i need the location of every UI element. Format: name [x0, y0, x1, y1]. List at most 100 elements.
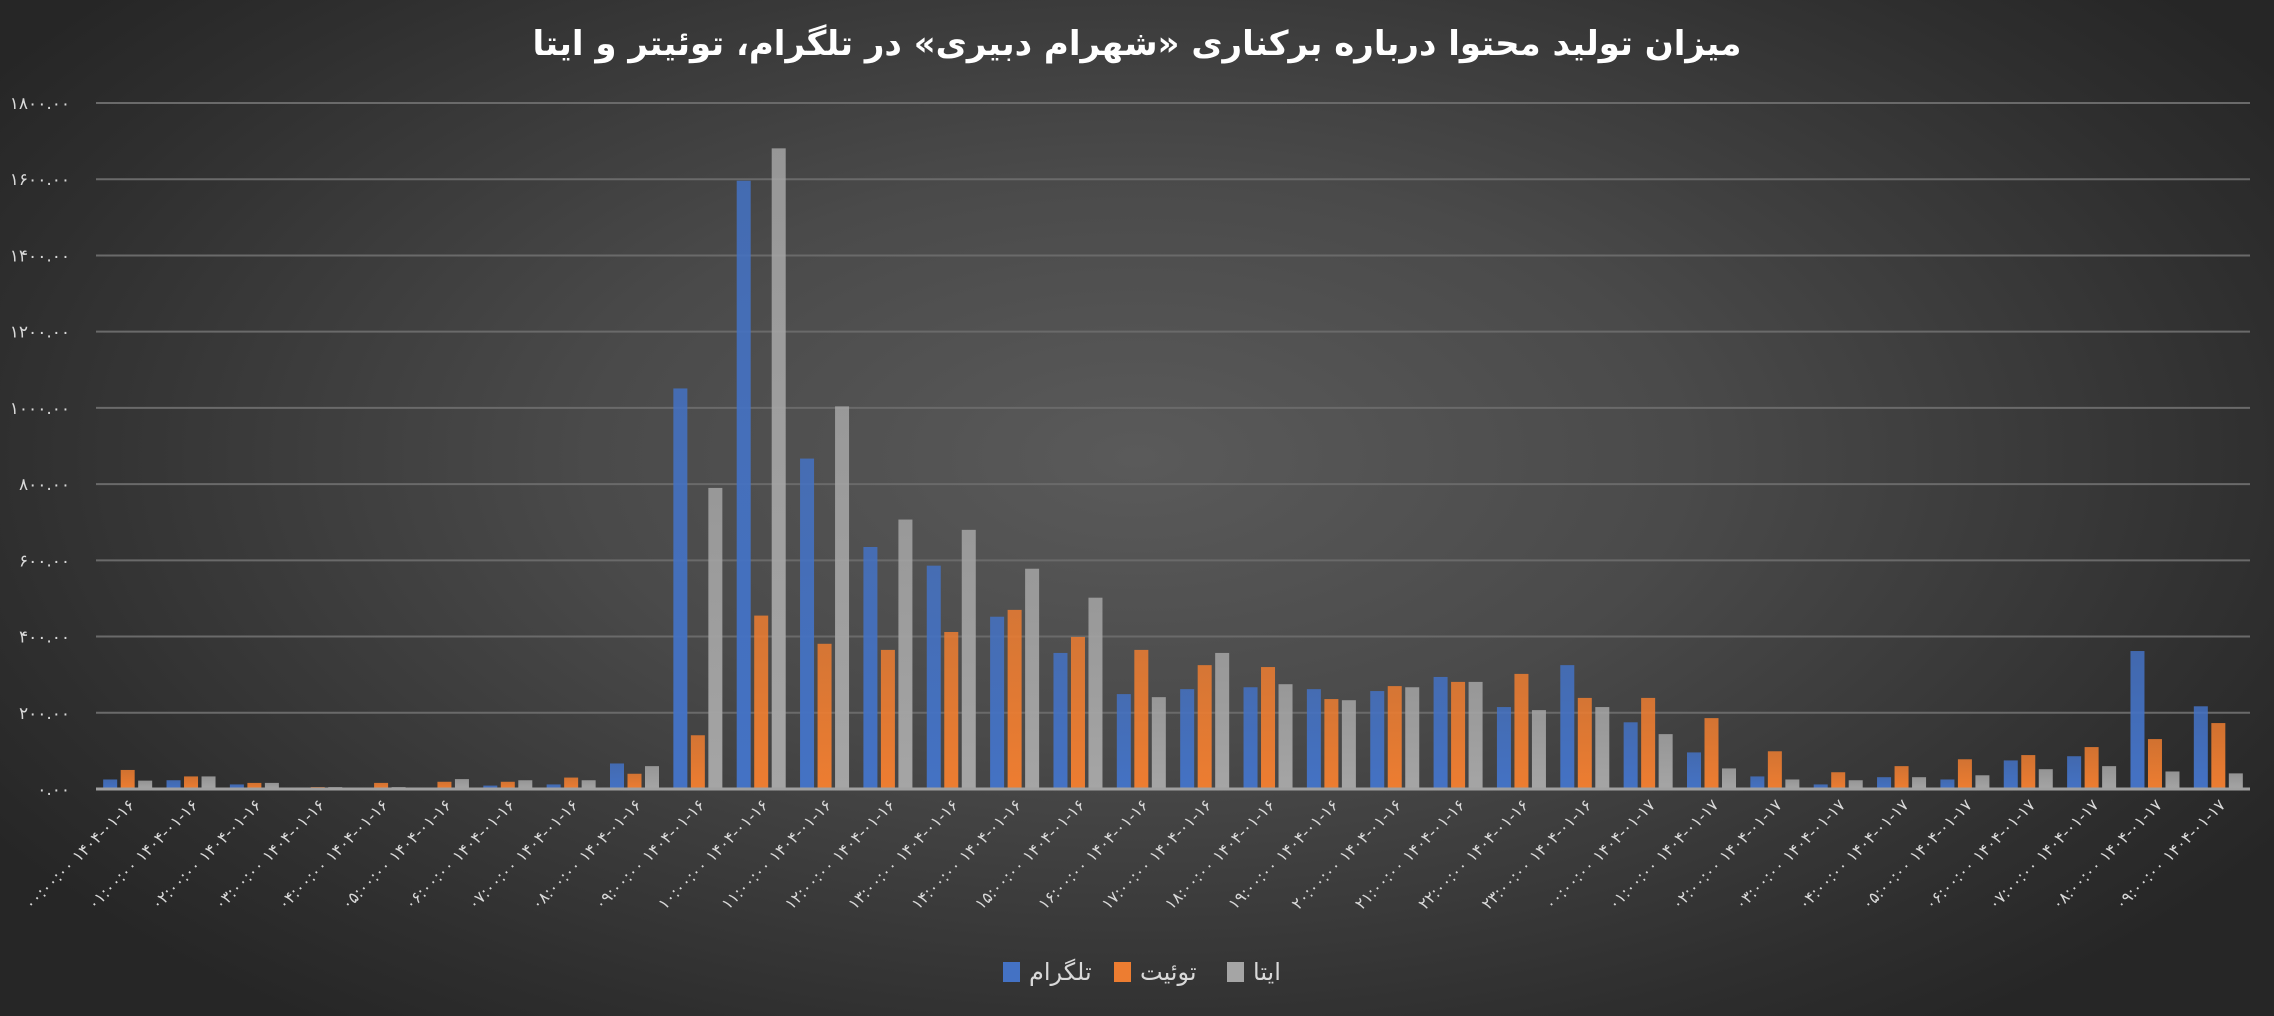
- bar-eitaa: [264, 782, 279, 789]
- y-tick-label: ۱۰۰۰.۰۰: [10, 399, 70, 419]
- bar-tweet: [690, 735, 705, 789]
- bar-eitaa: [961, 529, 976, 789]
- bar-telegram: [2130, 651, 2145, 789]
- legend-label: توئیت: [1140, 958, 1197, 986]
- bar-tweet: [1197, 665, 1212, 789]
- bars: [103, 148, 2243, 789]
- bar-tweet: [627, 773, 642, 789]
- bar-telegram: [1940, 779, 1955, 789]
- y-tick-label: ۱۴۰۰.۰۰: [10, 246, 70, 266]
- bar-eitaa: [1025, 568, 1040, 789]
- bar-eitaa: [1595, 707, 1610, 789]
- legend-swatch: [1003, 962, 1020, 982]
- bar-eitaa: [2102, 766, 2117, 789]
- bar-tweet: [2211, 723, 2226, 789]
- x-tick-label: ۱۲:۰۰:۰۰ ۱۴۰۴-۰۱-۱۶: [781, 795, 899, 913]
- bar-telegram: [1306, 689, 1321, 789]
- x-tick-label: ۰۳:۰۰:۰۰ ۱۴۰۴-۰۱-۱۷: [1731, 795, 1849, 913]
- bar-eitaa: [2165, 771, 2180, 789]
- legend-label: تلگرام: [1029, 958, 1092, 986]
- bar-eitaa: [2228, 773, 2243, 789]
- bar-telegram: [2067, 756, 2082, 789]
- bar-eitaa: [1215, 652, 1230, 789]
- bar-tweet: [1134, 649, 1149, 789]
- bar-telegram: [673, 388, 688, 789]
- bar-tweet: [1514, 673, 1529, 789]
- bar-tweet: [1957, 759, 1972, 789]
- bar-eitaa: [1722, 768, 1736, 789]
- bar-eitaa: [1341, 700, 1356, 789]
- x-tick-label: ۲۰:۰۰:۰۰ ۱۴۰۴-۰۱-۱۶: [1288, 795, 1406, 913]
- bar-telegram: [1370, 691, 1385, 789]
- bar-telegram: [166, 780, 181, 789]
- bar-tweet: [1387, 686, 1402, 789]
- bar-eitaa: [454, 779, 469, 789]
- bar-tweet: [1641, 697, 1656, 789]
- y-tick-label: ۱۶۰۰.۰۰: [10, 170, 70, 190]
- bar-telegram: [800, 458, 815, 789]
- x-tick-label: ۰۸:۰۰:۰۰ ۱۴۰۴-۰۱-۱۶: [527, 795, 645, 913]
- x-tick-label: ۰۵:۰۰:۰۰ ۱۴۰۴-۰۱-۱۷: [1858, 795, 1976, 913]
- y-tick-label: ۶۰۰.۰۰: [19, 551, 70, 571]
- bar-eitaa: [708, 487, 723, 789]
- bar-eitaa: [1088, 597, 1103, 789]
- bar-telegram: [1496, 707, 1511, 789]
- bar-telegram: [736, 180, 751, 789]
- bar-tweet: [374, 782, 389, 789]
- bar-eitaa: [1785, 779, 1800, 789]
- bar-telegram: [1623, 722, 1638, 789]
- x-tick-label: ۰۷:۰۰:۰۰ ۱۴۰۴-۰۱-۱۶: [464, 795, 582, 913]
- bar-telegram: [1433, 676, 1448, 789]
- bar-eitaa: [771, 148, 786, 789]
- bar-telegram: [229, 784, 244, 789]
- bar-tweet: [1894, 766, 1909, 789]
- legend-swatch: [1227, 962, 1244, 982]
- bar-eitaa: [1468, 681, 1483, 789]
- x-tick-label: ۲۲:۰۰:۰۰ ۱۴۰۴-۰۱-۱۶: [1414, 795, 1532, 913]
- x-tick-label: ۲۱:۰۰:۰۰ ۱۴۰۴-۰۱-۱۶: [1351, 795, 1469, 913]
- x-tick-label: ۰۶:۰۰:۰۰ ۱۴۰۴-۰۱-۱۶: [401, 795, 519, 913]
- x-tick-label: ۰۲:۰۰:۰۰ ۱۴۰۴-۰۱-۱۶: [147, 795, 265, 913]
- y-tick-label: ۱۸۰۰.۰۰: [10, 94, 70, 114]
- bar-telegram: [1750, 776, 1765, 789]
- bar-eitaa: [581, 780, 596, 789]
- bar-eitaa: [1975, 775, 1990, 789]
- x-tick-label: ۱۷:۰۰:۰۰ ۱۴۰۴-۰۱-۱۶: [1098, 795, 1216, 913]
- bar-telegram: [1243, 687, 1258, 789]
- y-axis: ۰.۰۰ ۲۰۰.۰۰ ۴۰۰.۰۰ ۶۰۰.۰۰ ۸۰۰.۰۰ ۱۰۰۰.۰۰ ۱۲۰۰.…: [10, 94, 70, 800]
- bar-eitaa: [645, 766, 659, 789]
- x-tick-label: ۱۹:۰۰:۰۰ ۱۴۰۴-۰۱-۱۶: [1224, 795, 1342, 913]
- bar-tweet: [437, 781, 452, 789]
- bar-telegram: [1560, 665, 1575, 789]
- x-tick-label: ۰۰:۰۰:۰۰ ۱۴۰۴-۰۱-۱۷: [1541, 795, 1659, 913]
- x-tick-label: ۱۳:۰۰:۰۰ ۱۴۰۴-۰۱-۱۶: [844, 795, 962, 913]
- bar-tweet: [2021, 755, 2036, 789]
- bar-eitaa: [1405, 687, 1420, 789]
- x-tick-label: ۰۲:۰۰:۰۰ ۱۴۰۴-۰۱-۱۷: [1668, 795, 1786, 913]
- bar-tweet: [500, 781, 515, 789]
- bar-tweet: [1577, 697, 1592, 789]
- x-tick-label: ۰۳:۰۰:۰۰ ۱۴۰۴-۰۱-۱۶: [211, 795, 329, 913]
- bar-tweet: [564, 777, 579, 789]
- bar-tweet: [1831, 772, 1846, 789]
- bar-tweet: [120, 769, 135, 789]
- bar-tweet: [1704, 718, 1719, 789]
- x-tick-label: ۰۴:۰۰:۰۰ ۱۴۰۴-۰۱-۱۷: [1794, 795, 1912, 913]
- y-tick-label: ۱۲۰۰.۰۰: [10, 323, 70, 343]
- bar-telegram: [1813, 784, 1828, 789]
- bar-eitaa: [2038, 769, 2053, 789]
- bar-eitaa: [898, 519, 913, 789]
- bar-tweet: [754, 615, 769, 789]
- bar-eitaa: [835, 406, 850, 789]
- bar-telegram: [103, 779, 118, 789]
- bar-tweet: [1767, 751, 1782, 789]
- x-tick-label: ۰۸:۰۰:۰۰ ۱۴۰۴-۰۱-۱۷: [2048, 795, 2166, 913]
- x-tick-label: ۰۱:۰۰:۰۰ ۱۴۰۴-۰۱-۱۷: [1604, 795, 1722, 913]
- bar-telegram: [1877, 777, 1892, 789]
- x-tick-label: ۰۹:۰۰:۰۰ ۱۴۰۴-۰۱-۱۷: [2111, 795, 2229, 913]
- bar-tweet: [2147, 739, 2162, 789]
- legend-label: ایتا: [1253, 958, 1281, 986]
- x-tick-label: ۰۰:۰۰:۰۰ ۱۴۰۴-۰۱-۱۶: [21, 795, 139, 913]
